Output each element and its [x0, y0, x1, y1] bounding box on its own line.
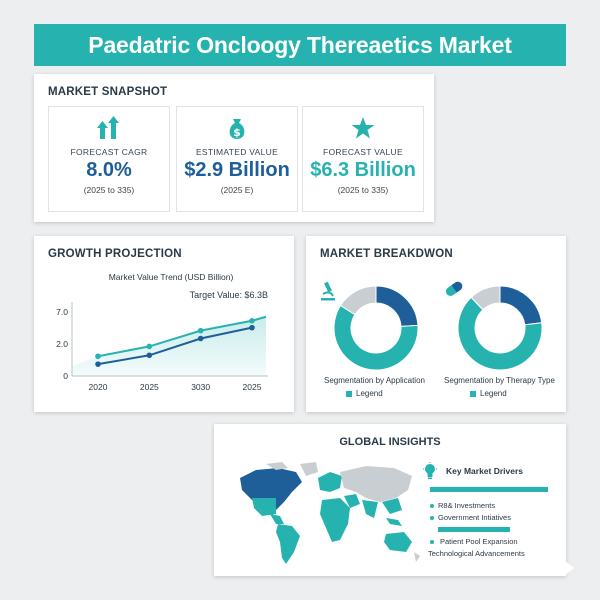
- driver-dot: [430, 516, 434, 520]
- breakdown-title: MARKET BREAKDWON: [320, 248, 453, 260]
- legend-therapy: Legend: [470, 389, 507, 398]
- legend-label: Legend: [480, 389, 507, 398]
- data-point: [249, 317, 255, 324]
- driver-bar: [430, 487, 548, 492]
- line-chart: Market Value Trend (USD Billion) Target …: [56, 272, 268, 392]
- donut-slice: [499, 285, 543, 326]
- kpi-value: 8.0%: [86, 159, 132, 181]
- x-tick-label: 2020: [89, 382, 108, 392]
- growth-projection-card: GROWTH PROJECTION Market Value Trend (US…: [34, 236, 294, 412]
- kpi-forecast-cagr: FORECAST CAGR 8.0% (2025 to 335): [48, 106, 170, 212]
- donut-slice: [333, 304, 419, 371]
- donut-slice: [375, 285, 419, 327]
- series-line-1: [97, 326, 253, 366]
- data-point: [146, 343, 153, 350]
- data-point: [95, 353, 101, 360]
- lightbulb-icon: [422, 462, 438, 485]
- driver-item: Patient Pool Expansion: [440, 537, 518, 546]
- chart-title: Market Value Trend (USD Billion): [109, 272, 234, 282]
- donut-slice: [457, 296, 543, 371]
- legend-application: Legend: [346, 389, 383, 398]
- kpi-sub: (2025 to 335): [83, 185, 135, 195]
- page-title: Paedatric Oncloogy Thereaetics Market: [88, 31, 512, 58]
- x-tick-label: 3030: [191, 382, 210, 392]
- title-banner: Paedatric Oncloogy Thereaetics Market: [34, 24, 566, 66]
- legend-swatch: [346, 390, 352, 397]
- growth-title: GROWTH PROJECTION: [48, 248, 182, 260]
- driver-item: R8& Investments: [438, 501, 496, 510]
- donut-caption-therapy: Segmentation by Therapy Type: [444, 376, 555, 385]
- kpi-estimated-value: $ ESTIMATED VALUE $2.9 Billion (2025 E): [176, 106, 298, 212]
- y-tick-label: 7.0: [56, 307, 68, 317]
- x-tick-label: 2025: [140, 382, 159, 392]
- x-tick-label: 2025: [243, 382, 262, 392]
- area-fill: [72, 316, 266, 376]
- kpi-sub: (2025 E): [220, 185, 254, 195]
- donut-slice: [470, 285, 501, 311]
- breakdown-charts: [321, 281, 543, 371]
- donut-slice: [339, 285, 377, 316]
- global-insights-card: GLOBAL INSIGHTS K: [214, 424, 566, 576]
- world-map: [240, 462, 420, 564]
- kpi-label: FORECAST VALUE: [323, 147, 403, 157]
- y-tick-label: 2.0: [56, 339, 68, 349]
- data-point: [197, 327, 204, 334]
- pill-icon: [445, 281, 463, 296]
- market-snapshot-card: MARKET SNAPSHOT FORECAST CAGR 8.0% (2025…: [34, 74, 434, 222]
- arrows-up-icon: [49, 115, 169, 141]
- star-icon: [303, 115, 423, 141]
- kpi-forecast-value: FORECAST VALUE $6.3 Billion (2025 to 335…: [302, 106, 424, 212]
- kpi-label: ESTIMATED VALUE: [195, 147, 279, 157]
- legend-label: Legend: [356, 389, 383, 398]
- money-bag-icon: $: [177, 115, 297, 141]
- microscope-icon: [321, 281, 335, 301]
- driver-item: Government Intiatives: [438, 513, 511, 522]
- data-point: [95, 361, 101, 367]
- target-annotation: Target Value: $6.3B: [190, 290, 268, 300]
- driver-dot: [430, 504, 434, 508]
- driver-bar: [438, 527, 510, 532]
- legend-swatch: [470, 390, 476, 397]
- svg-text:$: $: [233, 126, 241, 139]
- kpi-label: FORECAST CAGR: [70, 147, 148, 157]
- y-tick-label: 0: [63, 371, 68, 381]
- market-breakdown-card: MARKET BREAKDWON Segmentation by Applica…: [306, 236, 566, 412]
- drivers-title: Key Market Drivers: [446, 466, 524, 476]
- driver-dot: [430, 540, 434, 544]
- kpi-value: $6.3 Billion: [310, 159, 416, 181]
- data-point: [249, 324, 255, 331]
- data-point: [146, 352, 153, 359]
- donut-caption-application: Segmentation by Application: [324, 376, 425, 385]
- data-point: [197, 335, 204, 342]
- kpi-sub: (2025 to 335): [337, 185, 389, 195]
- snapshot-title: MARKET SNAPSHOT: [48, 86, 168, 98]
- insights-title: GLOBAL INSIGHTS: [339, 436, 441, 448]
- driver-item: Technological Advancements: [428, 549, 525, 558]
- kpi-value: $2.9 Billion: [184, 159, 290, 181]
- next-arrow-icon[interactable]: [564, 560, 574, 576]
